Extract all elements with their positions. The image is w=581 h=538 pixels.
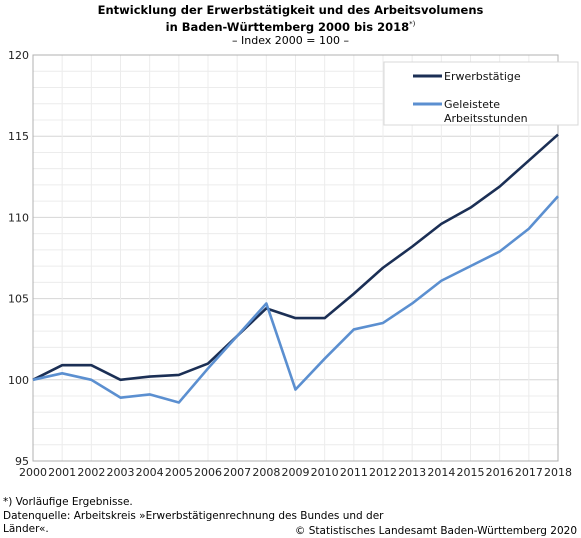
y-tick-label: 105 [8,293,29,306]
x-tick-label: 2013 [398,466,426,479]
x-tick-label: 2017 [515,466,543,479]
data-source-line2: Länder«. [3,523,49,535]
x-tick-label: 2003 [107,466,135,479]
footnote-preliminary: *) Vorläufige Ergebnisse. [3,496,133,508]
legend: Erwerbstätige Geleistete Arbeitsstunden [383,61,579,126]
x-tick-label: 2004 [136,466,164,479]
series-lines [32,133,559,404]
y-tick-label: 110 [8,211,29,224]
x-tick-label: 2008 [252,466,280,479]
chart-title-line2-text: in Baden-Württemberg 2000 bis 2018 [165,19,410,34]
chart-subtitle: – Index 2000 = 100 – [232,33,349,47]
legend-box [383,61,579,126]
x-tick-label: 2002 [77,466,105,479]
x-tick-label: 2016 [486,466,514,479]
y-tick-label: 95 [15,455,29,468]
x-tick-label: 2011 [340,466,368,479]
legend-label-erwerbstaetige: Erwerbstätige [444,70,521,83]
x-tick-label: 2001 [48,466,76,479]
chart-title-line2: in Baden-Württemberg 2000 bis 2018*) [0,17,581,34]
legend-label-arbeitsstunden-line2: Arbeitsstunden [444,112,528,125]
y-tick-label: 120 [8,49,29,62]
chart-grid [32,54,559,462]
x-tick-label: 2000 [19,466,47,479]
y-axis-ticks: 95 100 105 110 115 120 [8,49,29,468]
x-tick-label: 2014 [427,466,455,479]
legend-label-arbeitsstunden-line1: Geleistete [444,98,500,111]
x-tick-label: 2006 [194,466,222,479]
y-tick-label: 100 [8,374,29,387]
x-tick-label: 2010 [311,466,339,479]
x-tick-label: 2015 [457,466,485,479]
plot-frame [32,54,559,462]
x-tick-label: 2012 [369,466,397,479]
chart-title-line1: Entwicklung der Erwerbstätigkeit und des… [97,3,484,17]
x-tick-label: 2007 [223,466,251,479]
x-axis-ticks: 2000 2001 2002 2003 2004 2005 2006 2007 2008 2009… [19,466,572,479]
copyright-notice: © Statistisches Landesamt Baden-Württemb… [294,525,577,537]
chart-title-footnote-mark: *) [409,20,416,28]
chart-title-block: Entwicklung der Erwerbstätigkeit und des… [0,3,581,48]
chart-footer: *) Vorläufige Ergebnisse. Datenquelle: A… [3,496,578,537]
y-tick-label: 115 [8,130,29,143]
x-tick-label: 2009 [282,466,310,479]
x-tick-label: 2005 [165,466,193,479]
data-source-line1: Datenquelle: Arbeitskreis »Erwerbstätige… [3,509,384,522]
x-tick-label: 2018 [544,466,572,479]
